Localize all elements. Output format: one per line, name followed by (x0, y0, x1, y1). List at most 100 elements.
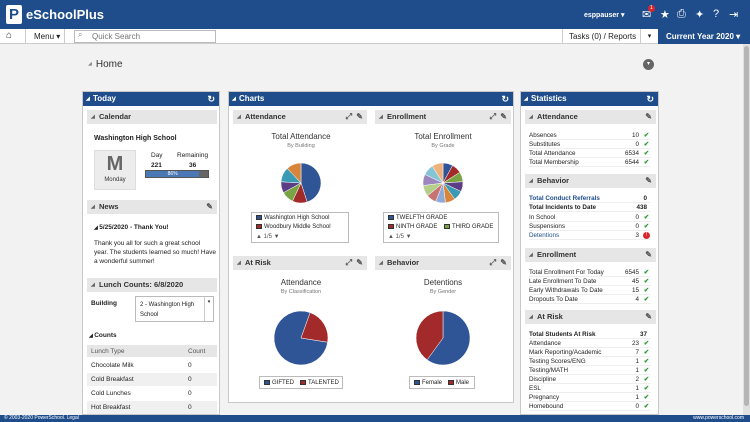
stat-label: Testing/MATH (529, 367, 569, 374)
search-input[interactable] (74, 30, 216, 43)
triangle-icon: ◢ (86, 96, 90, 102)
stat-value: 6544 (624, 159, 639, 166)
swatch (264, 380, 270, 385)
down-icon[interactable]: ▼ (405, 234, 412, 240)
attendance-pie-chart[interactable] (280, 162, 322, 204)
stat-enrollment-header[interactable]: ◢ Enrollment ✎ (525, 248, 656, 262)
year-selector[interactable]: Current Year 2020 ▾ (658, 29, 750, 44)
print-icon[interactable]: ⎙ (677, 8, 686, 20)
behavior-pie-chart[interactable] (415, 310, 471, 366)
stat-row: ESL 1 ✔ (529, 384, 651, 393)
chart-legend: Washington High School Woodbury Middle S… (251, 212, 349, 243)
table-row: Cold Lunches 0 (87, 387, 217, 400)
refresh-icon[interactable]: ↻ (501, 94, 509, 104)
stat-label: Pregnancy (529, 394, 560, 401)
stat-row: Late Enrollment To Date 45 ✔ (529, 277, 651, 286)
scrollbar-thumb[interactable] (744, 46, 749, 406)
legend-pager[interactable]: ▲ 1/5 ▼ (256, 234, 280, 240)
refresh-icon[interactable]: ↻ (207, 94, 215, 104)
lunch-count: 0 (188, 362, 192, 369)
stat-value: 3 (635, 232, 639, 239)
collapse-all-button[interactable]: ▾ (643, 59, 654, 70)
check-icon: ✔ (643, 296, 649, 303)
news-headline: ◢ 5/25/2020 - Thank You! (94, 224, 169, 231)
tools-icon[interactable]: ✦ (695, 9, 705, 21)
wrench-icon[interactable]: ✎ (645, 176, 652, 185)
progress-fill: 86% (146, 171, 200, 177)
wrench-icon[interactable]: ✎ (500, 112, 507, 121)
expand-icon[interactable]: ⤢ (345, 258, 352, 267)
stat-row: Substitutes 0 ✔ (529, 140, 651, 149)
pie-slice[interactable] (300, 162, 322, 203)
attendance-chart-header[interactable]: ◢ Attendance ⤢ ✎ (233, 110, 367, 124)
wrench-icon[interactable]: ✎ (645, 312, 652, 321)
stat-row: Mark Reporting/Academic 7 ✔ (529, 348, 651, 357)
pie-slice[interactable] (286, 162, 302, 184)
atrisk-pie-chart[interactable] (273, 310, 329, 366)
pie-slice[interactable] (300, 312, 329, 343)
expand-icon[interactable]: ⤢ (345, 112, 352, 121)
stat-value: 1 (635, 394, 639, 401)
stat-row: Suspensions 0 ✔ (529, 222, 651, 231)
building-select[interactable]: 2 - Washington High School ▾ (135, 296, 214, 322)
enrollment-chart-header[interactable]: ◢ Enrollment ⤢ ✎ (375, 110, 511, 124)
lunch-counts-header[interactable]: ◢ Lunch Counts: 6/8/2020 (87, 278, 217, 292)
check-icon: ✔ (643, 278, 649, 285)
behavior-chart-header[interactable]: ◢ Behavior ⤢ ✎ (375, 256, 511, 270)
enrollment-pie-chart[interactable] (422, 162, 464, 204)
atrisk-chart-header[interactable]: ◢ At Risk ⤢ ✎ (233, 256, 367, 270)
help-icon[interactable]: ? (713, 8, 720, 20)
triangle-icon: ◢ (379, 260, 383, 266)
page-scrollbar[interactable] (743, 44, 750, 415)
stat-label: In School (529, 214, 556, 221)
stat-value: 0 (635, 214, 639, 221)
stat-behavior-header[interactable]: ◢ Behavior ✎ (525, 174, 656, 188)
table-row: Cold Breakfast 0 (87, 373, 217, 386)
stat-label: Total Attendance (529, 150, 576, 157)
stat-label: Late Enrollment To Date (529, 278, 597, 285)
chart-title: Detentions (423, 278, 463, 287)
refresh-icon[interactable]: ↻ (646, 94, 654, 104)
pie-slice[interactable] (415, 310, 444, 361)
swatch (388, 215, 394, 220)
powerschool-link[interactable]: www.powerschool.com (693, 415, 744, 421)
stat-label: Early Withdrawals To Date (529, 287, 603, 294)
wrench-icon[interactable]: ✎ (500, 258, 507, 267)
user-menu[interactable]: esppauser ▾ (584, 12, 625, 19)
wrench-icon[interactable]: ✎ (206, 202, 213, 211)
chevron-down-icon[interactable]: ▾ (640, 29, 658, 44)
stat-row[interactable]: Detentions 3! (529, 231, 651, 240)
pie-slice[interactable] (431, 162, 444, 184)
stat-value: 0 (635, 403, 639, 410)
star-icon[interactable]: ★ (660, 9, 670, 21)
mail-icon[interactable]: ✉ (642, 9, 652, 21)
stat-value: 7 (635, 349, 639, 356)
stat-label: Discipline (529, 376, 556, 383)
home-icon[interactable]: ⌂ (6, 30, 13, 41)
menu-button[interactable]: Menu ▾ (25, 29, 65, 44)
up-icon[interactable]: ▲ (388, 234, 394, 240)
expand-icon[interactable]: ⤢ (489, 258, 496, 267)
news-header[interactable]: ◢ News ✎ (87, 200, 217, 214)
expand-icon[interactable]: ⤢ (489, 112, 496, 121)
stat-row: Early Withdrawals To Date 15 ✔ (529, 286, 651, 295)
wrench-icon[interactable]: ✎ (356, 258, 363, 267)
up-icon[interactable]: ▲ (256, 234, 262, 240)
stat-atrisk-header[interactable]: ◢ At Risk ✎ (525, 310, 656, 324)
logout-icon[interactable]: ⇥ (729, 9, 739, 21)
down-icon[interactable]: ▼ (273, 234, 280, 240)
stat-value: 0 (635, 141, 639, 148)
wrench-icon[interactable]: ✎ (356, 112, 363, 121)
wrench-icon[interactable]: ✎ (645, 112, 652, 121)
charts-panel: ◢ Charts ↻ ◢ Attendance ⤢ ✎ Total Attendance … (228, 91, 514, 403)
tasks-reports-button[interactable]: Tasks (0) / Reports (562, 29, 642, 44)
legend-pager[interactable]: ▲ 1/5 ▼ (388, 234, 412, 240)
chart-title: Total Enrollment (414, 132, 472, 141)
calendar-header[interactable]: ◢ Calendar (87, 110, 217, 124)
stat-attendance-header[interactable]: ◢ Attendance ✎ (525, 110, 656, 124)
chart-legend: Female Male (409, 376, 475, 389)
pie-slice[interactable] (426, 310, 471, 366)
wrench-icon[interactable]: ✎ (645, 250, 652, 259)
conduct-referrals-link[interactable]: Total Conduct Referrals 0 (529, 194, 651, 203)
chart-title: Total Attendance (271, 132, 331, 141)
